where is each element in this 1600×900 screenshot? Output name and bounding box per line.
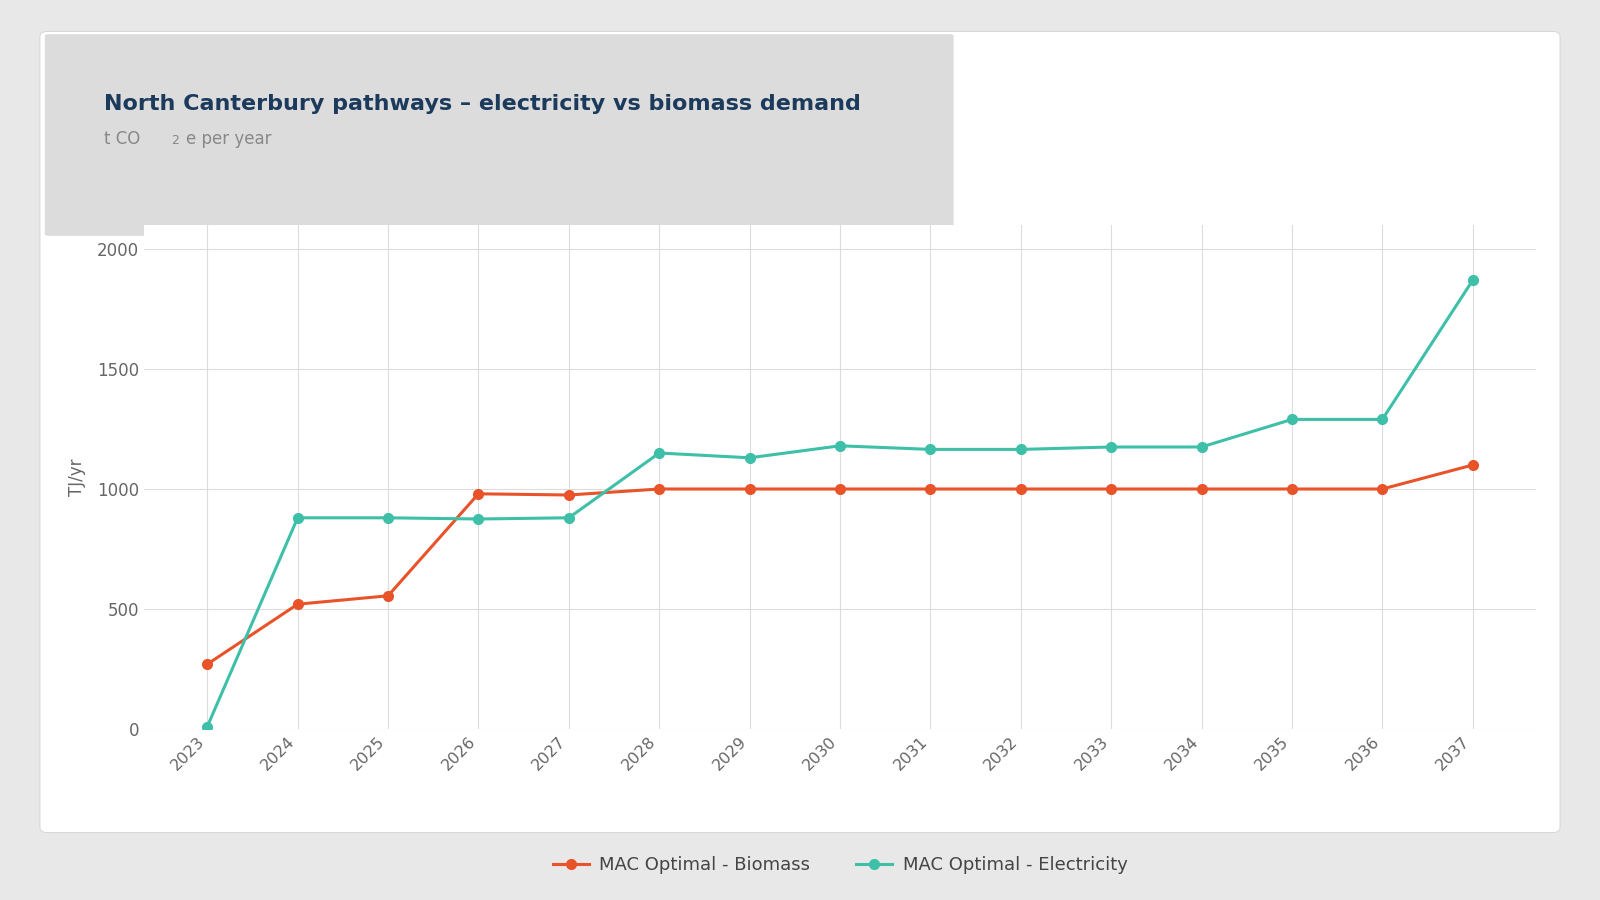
Text: 2: 2 [171,134,179,147]
Legend: MAC Optimal - Biomass, MAC Optimal - Electricity: MAC Optimal - Biomass, MAC Optimal - Ele… [546,849,1134,881]
Text: t CO: t CO [104,130,141,148]
Text: North Canterbury pathways – electricity vs biomass demand: North Canterbury pathways – electricity … [104,94,861,114]
Text: e per year: e per year [186,130,270,148]
Y-axis label: TJ/yr: TJ/yr [67,458,86,496]
